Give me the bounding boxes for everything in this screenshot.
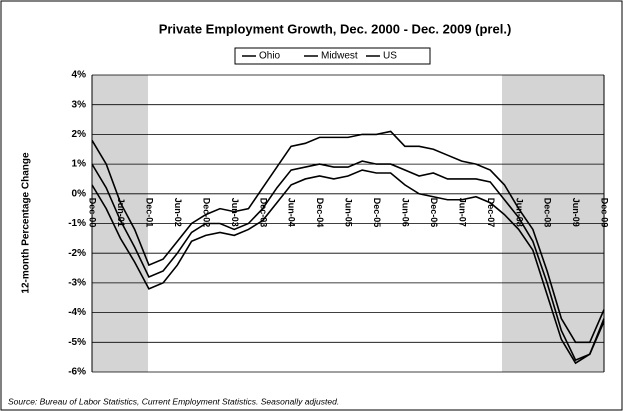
x-tick-label: Jun-08 <box>514 198 524 227</box>
x-tick-label: Jun-06 <box>401 198 411 227</box>
y-tick-label: 4% <box>72 70 87 81</box>
x-tick-label: Dec-05 <box>372 198 382 228</box>
x-tick-label: Jun-05 <box>344 198 354 227</box>
x-tick-label: Jun-04 <box>287 198 297 227</box>
y-tick-label: -6% <box>68 367 86 378</box>
x-tick-label: Dec-04 <box>315 198 325 228</box>
legend-label: Midwest <box>321 51 358 62</box>
x-tick-label: Dec-00 <box>88 198 98 228</box>
x-tick-label: Jun-09 <box>571 198 581 227</box>
x-tick-label: Dec-09 <box>600 198 610 228</box>
x-tick-label: Dec-01 <box>145 198 155 228</box>
legend <box>234 47 431 65</box>
chart-title: Private Employment Growth, Dec. 2000 - D… <box>159 21 512 36</box>
y-tick-label: 0% <box>72 188 87 199</box>
x-tick-label: Dec-08 <box>543 198 553 228</box>
y-tick-label: -5% <box>68 337 86 348</box>
legend-label: US <box>383 51 397 62</box>
line-series <box>91 160 605 362</box>
source-note: Source: Bureau of Labor Statistics, Curr… <box>8 396 339 406</box>
y-tick-label: 3% <box>72 99 87 110</box>
x-tick-label: Dec-03 <box>258 198 268 228</box>
y-tick-label: -2% <box>68 248 86 259</box>
x-tick-label: Dec-07 <box>486 198 496 228</box>
line-series <box>91 130 605 344</box>
y-tick-label: 2% <box>72 129 87 140</box>
line-series <box>91 169 605 365</box>
x-tick-label: Jun-03 <box>230 198 240 227</box>
x-tick-label: Jun-02 <box>173 198 183 227</box>
x-tick-label: Jun-07 <box>457 198 467 227</box>
y-axis-label: 12-month Percentage Change <box>21 152 32 294</box>
y-tick-label: -1% <box>68 218 86 229</box>
legend-label: Ohio <box>259 51 281 62</box>
y-tick-label: 1% <box>72 159 87 170</box>
x-tick-label: Jun-01 <box>116 198 126 227</box>
y-tick-label: -3% <box>68 278 86 289</box>
x-tick-label: Dec-02 <box>201 198 211 228</box>
x-tick-label: Dec-06 <box>429 198 439 228</box>
y-tick-label: -4% <box>68 307 86 318</box>
